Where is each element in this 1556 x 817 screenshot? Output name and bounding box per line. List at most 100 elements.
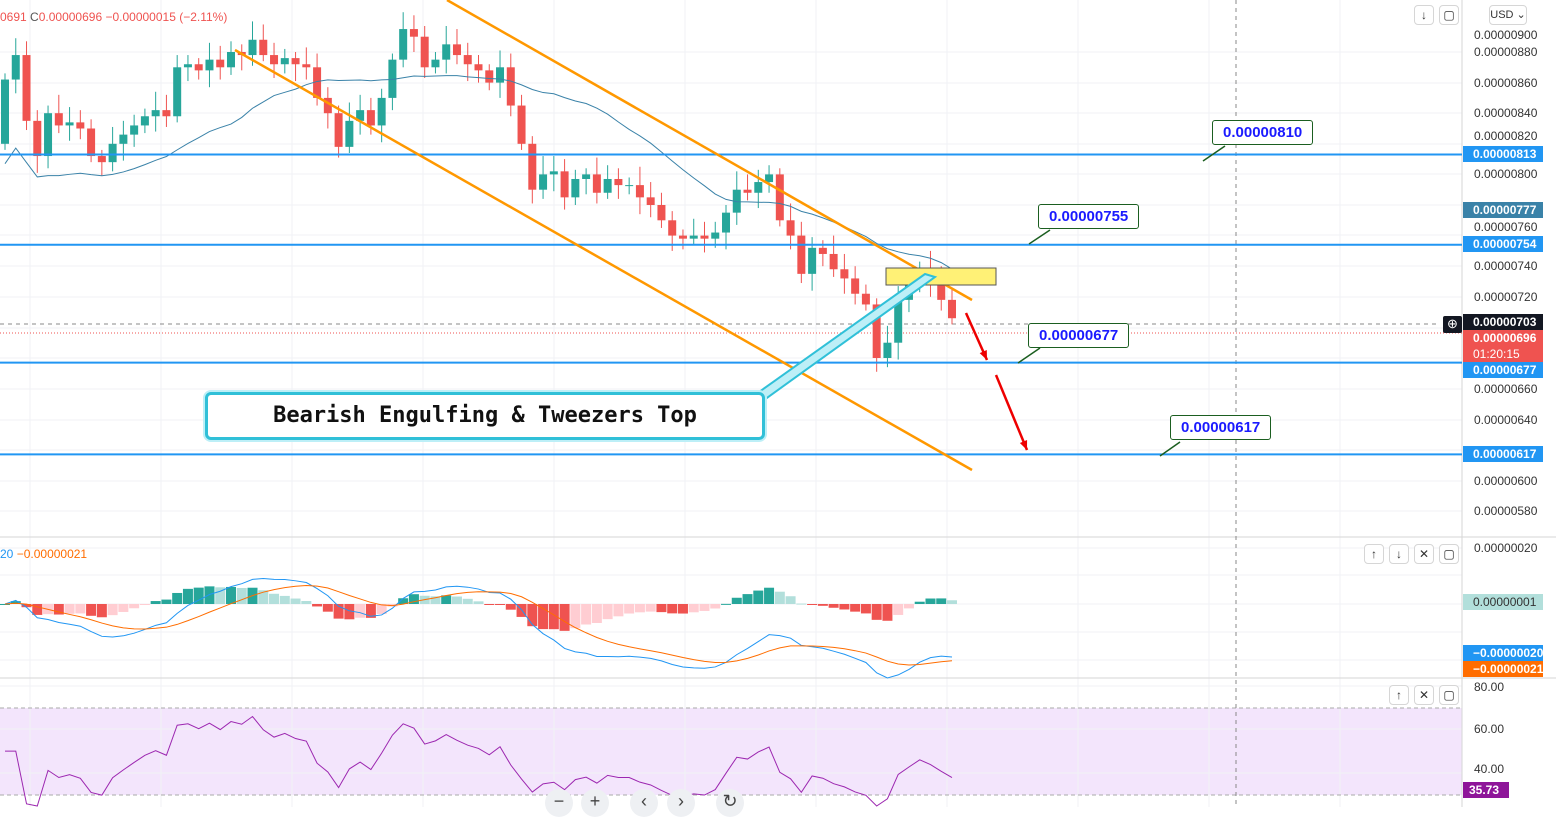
- candle: [44, 113, 53, 157]
- candle: [711, 232, 720, 239]
- price-tick: 0.00000720: [1474, 290, 1538, 304]
- price-tick: 0.00000740: [1474, 259, 1538, 273]
- price-tick: 0.00000660: [1474, 382, 1538, 396]
- macd-axis-top: 0.00000020: [1474, 541, 1538, 555]
- macd-histogram-bar: [204, 586, 215, 604]
- macd-histogram-bar: [161, 599, 172, 604]
- arrow-up-icon: ↑: [1396, 688, 1402, 702]
- candle: [87, 128, 96, 157]
- macd-histogram-bar: [817, 604, 828, 606]
- candle: [108, 143, 117, 163]
- rsi-close-button[interactable]: ✕: [1414, 685, 1434, 705]
- candle: [689, 235, 698, 239]
- level-label-677[interactable]: 0.00000677: [1028, 323, 1130, 348]
- countdown-tag: 01:20:15: [1463, 346, 1543, 362]
- maximize-icon: ▢: [1443, 688, 1455, 702]
- candle: [345, 120, 354, 147]
- candle: [291, 58, 300, 65]
- candle: [259, 39, 268, 56]
- candle: [861, 293, 870, 305]
- macd-histogram-bar: [871, 604, 882, 620]
- macd-move-down-button[interactable]: ↓: [1389, 544, 1409, 564]
- candle: [797, 235, 806, 274]
- candle: [603, 178, 612, 193]
- candle: [33, 120, 42, 157]
- macd-histogram-bar: [721, 603, 732, 605]
- add-alert-plus-icon[interactable]: ⊕: [1443, 316, 1462, 333]
- level-label-755[interactable]: 0.00000755: [1038, 204, 1140, 229]
- close-icon: ✕: [1418, 688, 1430, 702]
- scroll-to-latest-button[interactable]: ↓: [1414, 5, 1434, 25]
- pattern-callout[interactable]: Bearish Engulfing & Tweezers Top: [205, 392, 765, 440]
- candle: [937, 281, 946, 300]
- price-tick: 0.00000860: [1474, 76, 1538, 90]
- maximize-icon: ▢: [1443, 547, 1455, 561]
- macd-histogram-bar: [753, 590, 764, 604]
- candle: [97, 156, 106, 163]
- candle: [474, 64, 483, 71]
- macd-signal-tag: −0.00000021: [1463, 661, 1543, 677]
- rsi-move-up-button[interactable]: ↑: [1389, 685, 1409, 705]
- candle: [54, 113, 63, 126]
- candle: [872, 304, 881, 358]
- candle: [151, 110, 160, 117]
- scroll-forward-button[interactable]: ›: [667, 789, 695, 817]
- macd-histogram-bar: [699, 604, 710, 611]
- candle: [894, 299, 903, 343]
- candle: [539, 174, 548, 190]
- macd-histogram-bar: [807, 604, 818, 605]
- reset-chart-button[interactable]: ↻: [716, 789, 744, 817]
- level-label-617[interactable]: 0.00000617: [1170, 415, 1272, 440]
- candle: [560, 171, 569, 198]
- price-tick: 0.00000580: [1474, 504, 1538, 518]
- macd-histogram-bar: [925, 598, 936, 604]
- macd-histogram-bar: [613, 604, 624, 617]
- macd-maximize-button[interactable]: ▢: [1439, 544, 1459, 564]
- candle: [765, 174, 774, 183]
- macd-histogram-bar: [107, 604, 118, 616]
- macd-histogram-bar: [301, 601, 312, 604]
- macd-histogram-bar: [236, 587, 247, 604]
- candle: [549, 171, 558, 175]
- currency-select[interactable]: USD ⌄: [1489, 5, 1527, 25]
- candle: [528, 143, 537, 190]
- rsi-maximize-button[interactable]: ▢: [1439, 685, 1459, 705]
- maximize-button[interactable]: ▢: [1439, 5, 1459, 25]
- price-tag: 0.00000696: [1463, 330, 1543, 346]
- macd-histogram-bar: [914, 601, 925, 604]
- macd-histogram-bar: [182, 588, 193, 604]
- price-tag: 0.00000703: [1463, 314, 1543, 330]
- macd-histogram-bar: [322, 604, 333, 612]
- candle: [1, 79, 9, 144]
- macd-histogram-bar: [269, 593, 280, 604]
- macd-histogram-bar: [581, 604, 592, 625]
- arrow-down-icon: ↓: [1421, 8, 1427, 22]
- candle: [302, 64, 311, 68]
- macd-histogram-bar: [21, 604, 32, 608]
- candle: [409, 29, 418, 37]
- red-arrow: [994, 374, 1029, 451]
- candle: [700, 235, 709, 239]
- candle: [635, 185, 644, 198]
- macd-histogram-bar: [398, 598, 409, 604]
- price-tag: 0.00000813: [1463, 146, 1543, 162]
- price-tag: 0.00000777: [1463, 202, 1543, 218]
- macd-histogram-bar: [796, 603, 807, 605]
- macd-histogram-bar: [473, 601, 484, 604]
- scroll-back-button[interactable]: ‹: [630, 789, 658, 817]
- macd-histogram-bar: [139, 604, 150, 605]
- candle: [786, 220, 795, 236]
- level-label-810[interactable]: 0.00000810: [1212, 120, 1314, 145]
- zoom-in-button[interactable]: +: [581, 789, 609, 817]
- candle: [463, 55, 472, 65]
- macd-histogram-bar: [850, 604, 861, 612]
- macd-histogram-bar: [225, 586, 236, 604]
- macd-move-up-button[interactable]: ↑: [1364, 544, 1384, 564]
- zoom-out-button[interactable]: −: [545, 789, 573, 817]
- candle: [571, 178, 580, 198]
- macd-close-button[interactable]: ✕: [1414, 544, 1434, 564]
- candle: [119, 134, 128, 144]
- callout-pointer: [749, 272, 938, 402]
- macd-histogram-bar: [215, 587, 226, 604]
